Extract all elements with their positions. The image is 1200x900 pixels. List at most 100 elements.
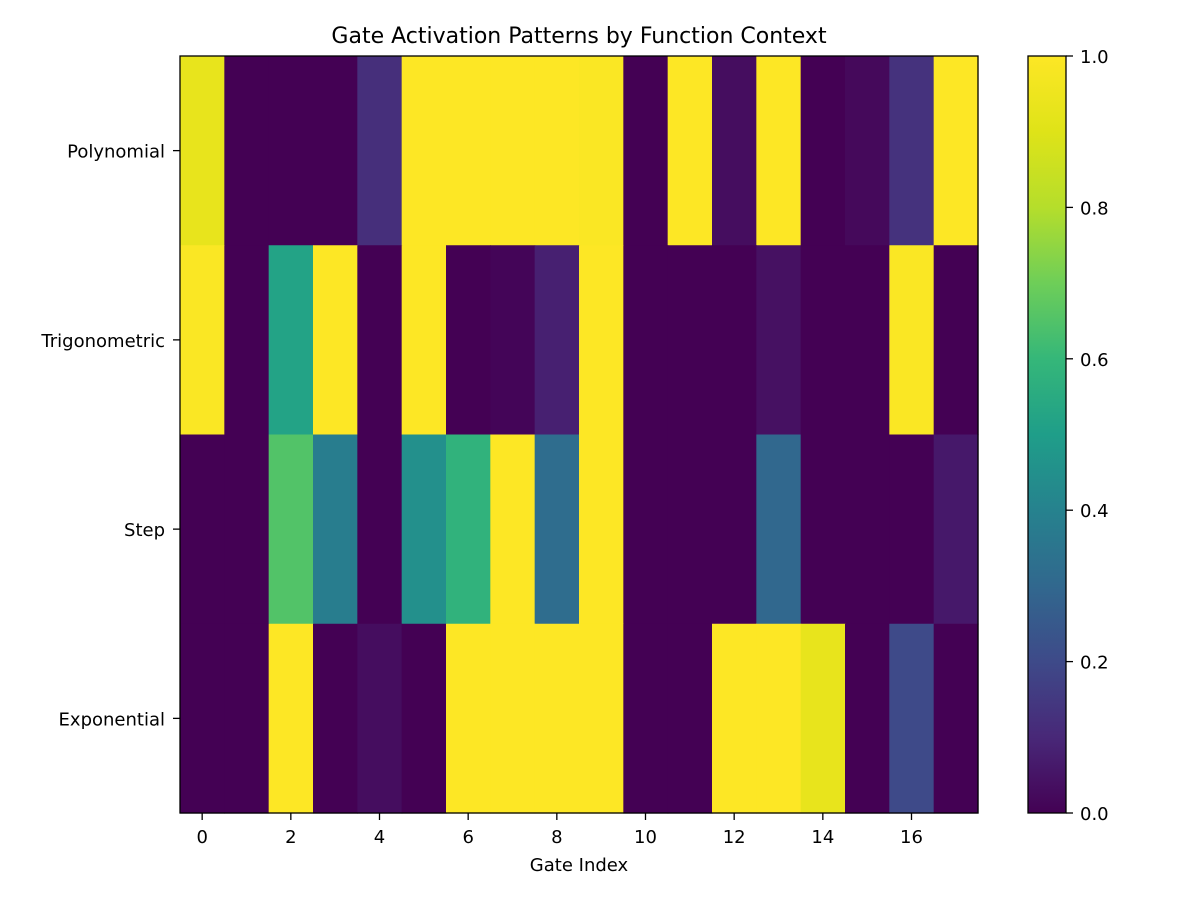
heatmap-cell [268,56,314,246]
heatmap-cell [313,245,358,436]
heatmap-cell [224,434,270,625]
y-tick-label: Step [124,520,165,541]
heatmap-cell [268,245,314,436]
heatmap-cell [313,434,358,625]
heatmap-cell [667,434,713,625]
heatmap-cell [180,56,225,246]
colorbar-tick-label: 0.2 [1080,653,1109,674]
heatmap-cell [490,56,536,246]
heatmap-cell [712,245,757,436]
heatmap-cell [401,56,447,246]
heatmap-cell [756,623,802,814]
heatmap-cell [357,623,403,814]
heatmap-cell [180,623,225,814]
heatmap-cell [579,56,624,246]
heatmap-cell [534,434,580,625]
heatmap-cell [712,623,757,814]
chart-title: Gate Activation Patterns by Function Con… [331,24,827,49]
colorbar-axis: 0.0 0.2 0.4 0.6 0.8 1.0 [1066,47,1109,825]
heatmap-cell [933,623,979,814]
heatmap-cell [357,245,403,436]
y-axis: Polynomial Trigonometric Step Exponential [40,142,180,730]
heatmap-cell [623,56,669,246]
heatmap-cell [667,56,713,246]
heatmap-cell [357,56,403,246]
heatmap-cell [889,434,935,625]
heatmap-cell [180,245,225,436]
heatmap-cell [313,56,358,246]
heatmap-cell [845,56,890,246]
heatmap-cell [845,623,890,814]
heatmap-cell [889,245,935,436]
heatmap-cell [800,245,846,436]
heatmap-cells [180,56,979,814]
heatmap-cell [534,56,580,246]
x-axis-label: Gate Index [530,855,629,876]
heatmap-cell [800,623,846,814]
heatmap-cell [268,434,314,625]
y-tick-label: Polynomial [67,142,165,163]
x-tick-label: 0 [196,827,207,848]
heatmap-cell [933,56,979,246]
heatmap-cell [889,56,935,246]
heatmap-cell [313,623,358,814]
colorbar-tick-label: 1.0 [1080,47,1109,68]
heatmap-cell [446,245,491,436]
heatmap-cell [623,623,669,814]
heatmap-cell [446,434,491,625]
x-tick-label: 4 [374,827,385,848]
plot-frame [179,55,979,814]
heatmap-cell [534,623,580,814]
y-tick-label: Exponential [59,709,165,730]
heatmap-cell [667,245,713,436]
heatmap-cell [845,434,890,625]
y-tick-label: Trigonometric [40,331,165,352]
heatmap-cell [800,56,846,246]
heatmap-cell [845,245,890,436]
heatmap-cell [401,434,447,625]
heatmap-cell [579,245,624,436]
heatmap-cell [756,56,802,246]
heatmap-cell [756,245,802,436]
heatmap-cell [579,623,624,814]
heatmap-cell [446,623,491,814]
colorbar-tick-label: 0.8 [1080,198,1109,219]
heatmap-cell [623,434,669,625]
heatmap-cell [268,623,314,814]
heatmap-cell [224,56,270,246]
heatmap-cell [712,56,757,246]
heatmap-cell [889,623,935,814]
x-tick-label: 14 [811,827,834,848]
heatmap-cell [756,434,802,625]
colorbar-tick-label: 0.4 [1080,501,1109,522]
colorbar-tick-label: 0.0 [1080,804,1109,825]
heatmap-cell [490,434,536,625]
heatmap-cell [401,623,447,814]
colorbar-tick-label: 0.6 [1080,350,1109,371]
heatmap-cell [712,434,757,625]
heatmap-cell [933,434,979,625]
colorbar [1027,55,1067,814]
heatmap-cell [534,245,580,436]
x-axis: 0 2 4 6 8 10 12 14 16 [196,813,923,848]
heatmap-cell [490,245,536,436]
x-tick-label: 12 [723,827,746,848]
x-tick-label: 10 [634,827,657,848]
x-tick-label: 2 [285,827,296,848]
heatmap-cell [800,434,846,625]
x-tick-label: 6 [462,827,473,848]
heatmap-cell [401,245,447,436]
heatmap-cell [357,434,403,625]
heatmap-cell [579,434,624,625]
heatmap-cell [623,245,669,436]
heatmap-cell [667,623,713,814]
heatmap-cell [490,623,536,814]
heatmap-cell [224,245,270,436]
heatmap-cell [446,56,491,246]
heatmap-cell [933,245,979,436]
x-tick-label: 16 [900,827,923,848]
heatmap-cell [180,434,225,625]
heatmap-cell [224,623,270,814]
x-tick-label: 8 [551,827,562,848]
